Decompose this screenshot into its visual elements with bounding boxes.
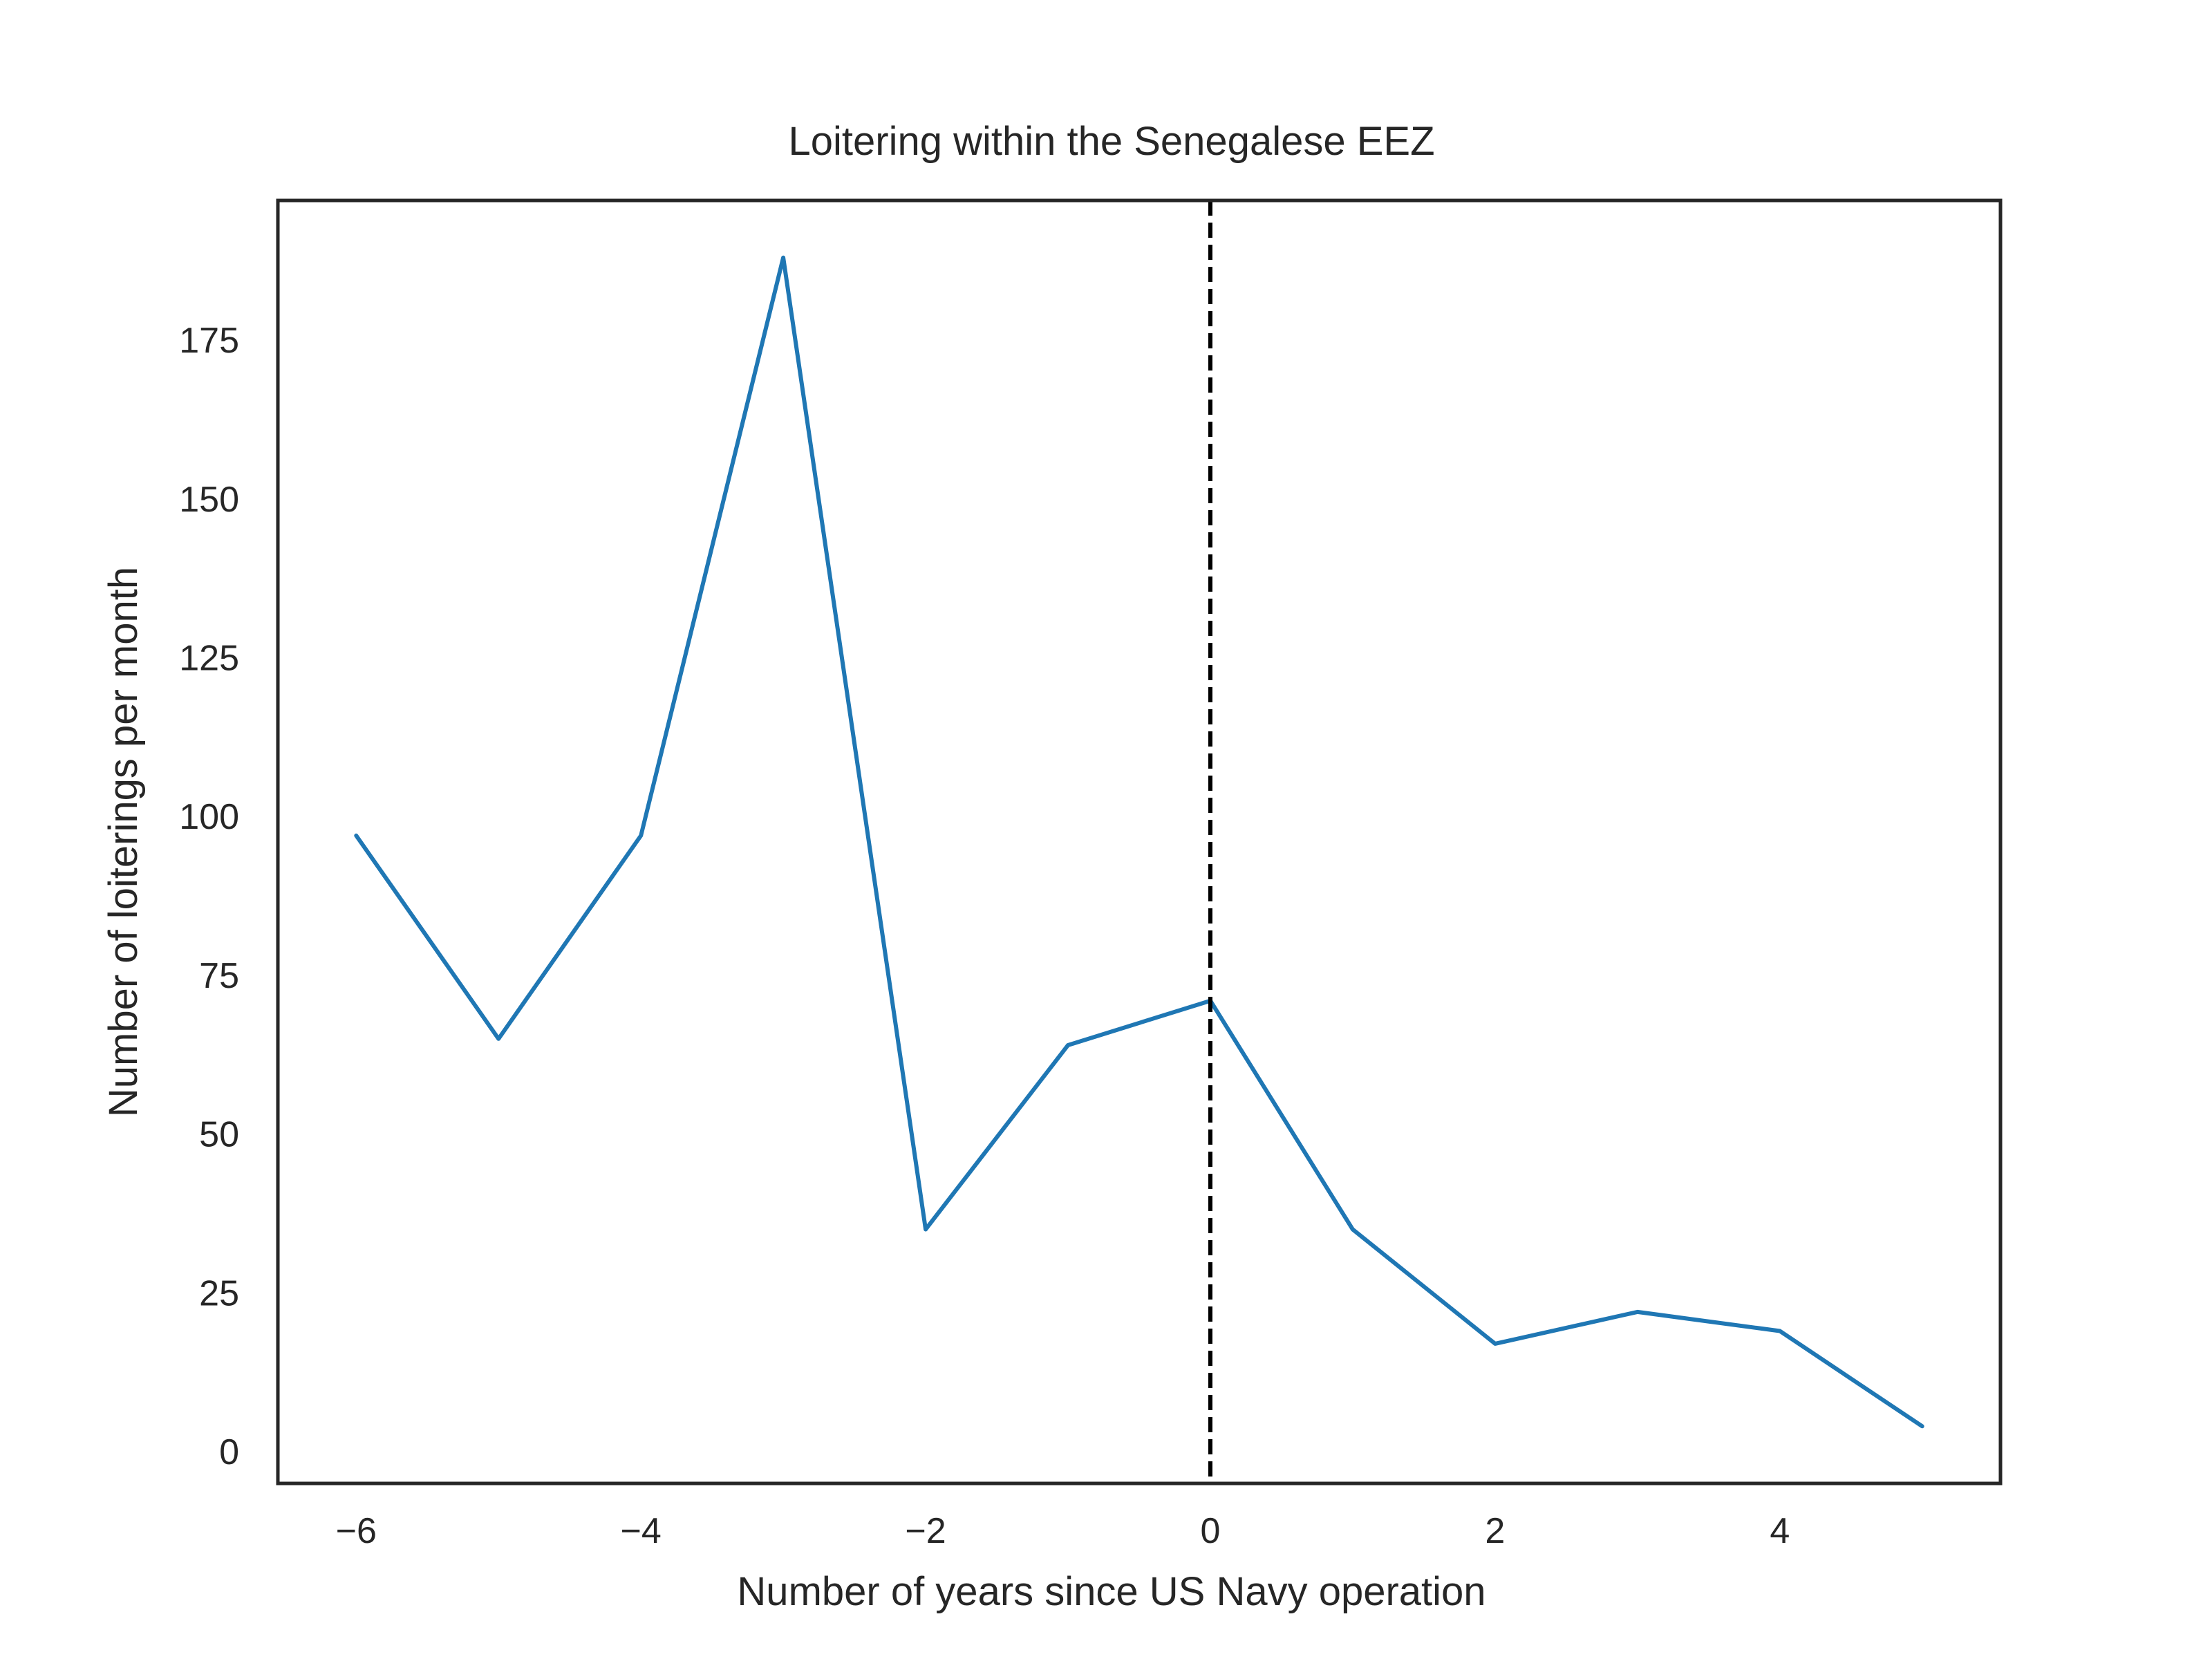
x-axis-label: Number of years since US Navy operation xyxy=(737,1569,1485,1614)
y-axis-label: Number of loiterings per month xyxy=(101,567,146,1117)
y-tick-label: 150 xyxy=(179,480,239,520)
plot-area: −6 −4 −2 0 2 4 0 25 50 75 100 125 150 175 xyxy=(179,198,2003,1551)
series-line-0 xyxy=(354,255,1924,1429)
x-tick-label: 2 xyxy=(1485,1511,1505,1551)
y-tick-label: 0 xyxy=(219,1432,239,1472)
y-tick-label: 175 xyxy=(179,321,239,361)
y-tick-label: 25 xyxy=(199,1273,239,1313)
x-tick-label: 4 xyxy=(1770,1511,1790,1551)
y-tick-label: 100 xyxy=(179,797,239,837)
x-tick-label: 0 xyxy=(1201,1511,1221,1551)
y-tick-label: 125 xyxy=(179,639,239,679)
x-tick-label: −6 xyxy=(336,1511,377,1551)
y-tick-label: 50 xyxy=(199,1115,239,1155)
x-tick-label: −2 xyxy=(905,1511,946,1551)
plot-frame xyxy=(276,198,2003,1485)
x-tick-label: −4 xyxy=(621,1511,662,1551)
y-tick-label: 75 xyxy=(199,956,239,996)
chart-title: Loitering within the Senegalese EEZ xyxy=(788,119,1434,164)
